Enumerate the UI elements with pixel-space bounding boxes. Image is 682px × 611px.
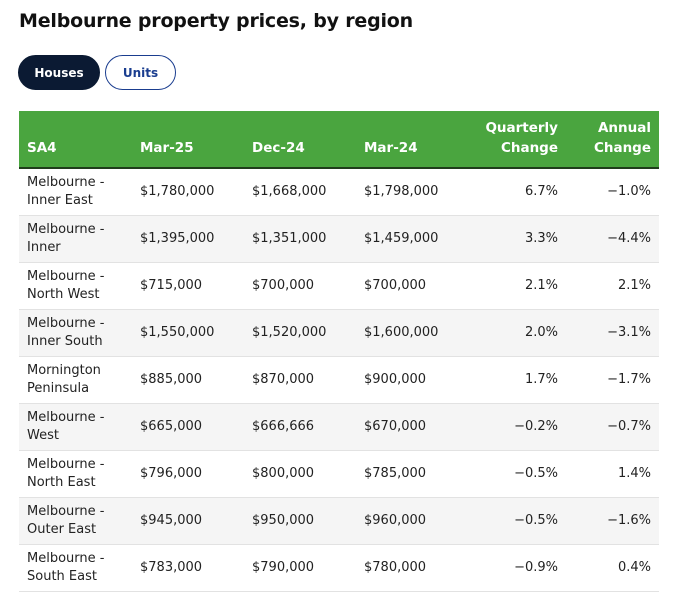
table-row: Melbourne - West $665,000 $666,666 $670,000…: [19, 403, 659, 450]
region-cell: Melbourne - Outer East: [27, 503, 105, 537]
tab-houses[interactable]: Houses: [18, 55, 100, 90]
dec-24-cell: $790,000: [252, 559, 315, 575]
mar-25-cell: $1,395,000: [140, 230, 215, 246]
annual-change-cell: 0.4%: [617, 559, 651, 575]
mar-24-cell: $1,798,000: [364, 183, 439, 199]
annual-change-cell: −1.7%: [607, 371, 651, 387]
col-header-mar-25[interactable]: Mar-25: [132, 111, 244, 169]
quarterly-change-cell: 2.1%: [524, 277, 558, 293]
mar-25-cell: $796,000: [140, 465, 203, 481]
region-cell: Melbourne - West: [27, 409, 105, 443]
region-cell: Melbourne - Inner: [27, 221, 105, 255]
quarterly-change-cell: −0.5%: [514, 512, 558, 528]
annual-change-cell: −4.4%: [607, 230, 651, 246]
annual-change-cell: −1.6%: [607, 512, 651, 528]
mar-24-cell: $1,459,000: [364, 230, 439, 246]
quarterly-change-cell: 1.7%: [524, 371, 558, 387]
dec-24-cell: $870,000: [252, 371, 315, 387]
prices-table: SA4 Mar-25 Dec-24 Mar-24 Quarterly Chang…: [19, 111, 659, 592]
table-row: Melbourne - South East $783,000 $790,000 $7…: [19, 544, 659, 591]
mar-24-cell: $780,000: [364, 559, 427, 575]
col-header-annual-change[interactable]: Annual Change: [566, 111, 659, 169]
annual-change-cell: 2.1%: [617, 277, 651, 293]
mar-25-cell: $715,000: [140, 277, 203, 293]
dec-24-cell: $1,520,000: [252, 324, 327, 340]
dec-24-cell: $800,000: [252, 465, 315, 481]
annual-change-cell: −3.1%: [607, 324, 651, 340]
mar-25-cell: $1,780,000: [140, 183, 215, 199]
dec-24-cell: $1,351,000: [252, 230, 327, 246]
region-cell: Melbourne - North East: [27, 456, 105, 490]
page-title: Melbourne property prices, by region: [19, 10, 413, 32]
col-header-dec-24[interactable]: Dec-24: [244, 111, 356, 169]
dec-24-cell: $1,668,000: [252, 183, 327, 199]
annual-change-cell: −0.7%: [607, 418, 651, 434]
quarterly-change-cell: −0.9%: [514, 559, 558, 575]
quarterly-change-cell: 3.3%: [524, 230, 558, 246]
dec-24-cell: $700,000: [252, 277, 315, 293]
header-row: SA4 Mar-25 Dec-24 Mar-24 Quarterly Chang…: [19, 111, 659, 169]
mar-24-cell: $960,000: [364, 512, 427, 528]
region-cell: Mornington Peninsula: [27, 362, 101, 396]
quarterly-change-cell: −0.2%: [514, 418, 558, 434]
mar-25-cell: $665,000: [140, 418, 203, 434]
annual-change-cell: −1.0%: [607, 183, 651, 199]
col-header-sa4[interactable]: SA4: [19, 111, 132, 169]
mar-25-cell: $783,000: [140, 559, 203, 575]
table-row: Melbourne - Inner $1,395,000 $1,351,000 $1,…: [19, 215, 659, 262]
region-cell: Melbourne - South East: [27, 550, 105, 584]
quarterly-change-cell: 2.0%: [524, 324, 558, 340]
mar-25-cell: $1,550,000: [140, 324, 215, 340]
mar-25-cell: $885,000: [140, 371, 203, 387]
mar-25-cell: $945,000: [140, 512, 203, 528]
table-row: Melbourne - Outer East $945,000 $950,000 $9…: [19, 497, 659, 544]
quarterly-change-cell: 6.7%: [524, 183, 558, 199]
region-cell: Melbourne - Inner East: [27, 174, 105, 208]
mar-24-cell: $700,000: [364, 277, 427, 293]
table-row: Melbourne - North West $715,000 $700,000 $7…: [19, 262, 659, 309]
mar-24-cell: $670,000: [364, 418, 427, 434]
tab-units[interactable]: Units: [105, 55, 176, 90]
table-row: Mornington Peninsula $885,000 $870,000 $900…: [19, 356, 659, 403]
mar-24-cell: $1,600,000: [364, 324, 439, 340]
region-cell: Melbourne - Inner South: [27, 315, 105, 349]
property-type-tabs: Houses Units: [18, 55, 176, 90]
table-header: SA4 Mar-25 Dec-24 Mar-24 Quarterly Chang…: [19, 111, 659, 169]
quarterly-change-cell: −0.5%: [514, 465, 558, 481]
mar-24-cell: $785,000: [364, 465, 427, 481]
col-header-mar-24[interactable]: Mar-24: [356, 111, 468, 169]
table-body: Melbourne - Inner East $1,780,000 $1,668,0…: [19, 168, 659, 591]
table-row: Melbourne - North East $796,000 $800,000 $7…: [19, 450, 659, 497]
mar-24-cell: $900,000: [364, 371, 427, 387]
annual-change-cell: 1.4%: [617, 465, 651, 481]
table-row: Melbourne - Inner East $1,780,000 $1,668,0…: [19, 168, 659, 215]
dec-24-cell: $666,666: [252, 418, 315, 434]
dec-24-cell: $950,000: [252, 512, 315, 528]
table-row: Melbourne - Inner South $1,550,000 $1,520,…: [19, 309, 659, 356]
col-header-quarterly-change[interactable]: Quarterly Change: [468, 111, 566, 169]
region-cell: Melbourne - North West: [27, 268, 105, 302]
